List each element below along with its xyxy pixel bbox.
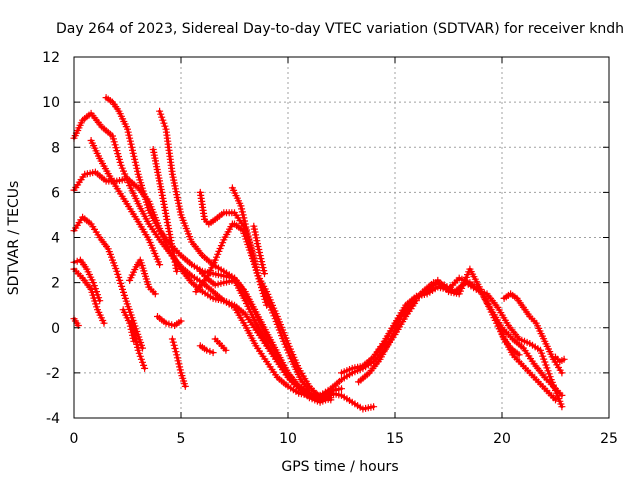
series-markers bbox=[196, 267, 420, 399]
x-tick-label: 20 bbox=[493, 431, 511, 447]
series-markers bbox=[196, 342, 217, 357]
y-tick-label: 4 bbox=[51, 231, 60, 247]
series-markers bbox=[500, 290, 566, 377]
plot-area bbox=[70, 94, 568, 413]
y-tick-label: 2 bbox=[51, 276, 60, 292]
series-markers bbox=[128, 317, 149, 372]
y-tick-label: 8 bbox=[51, 140, 60, 156]
grid bbox=[74, 57, 609, 418]
y-tick-label: -4 bbox=[46, 411, 60, 427]
y-tick-label: 0 bbox=[51, 321, 60, 337]
series-markers bbox=[355, 279, 566, 411]
series-track-14 bbox=[154, 313, 185, 329]
series-markers bbox=[192, 220, 236, 296]
y-tick-label: 6 bbox=[51, 185, 60, 201]
series-track-17 bbox=[196, 267, 420, 399]
series-track-21 bbox=[250, 222, 268, 278]
x-tick-label: 25 bbox=[600, 431, 618, 447]
series-line bbox=[198, 269, 418, 397]
series-track-20 bbox=[231, 220, 335, 404]
series-track-23 bbox=[211, 335, 230, 354]
series-track-10 bbox=[149, 146, 181, 275]
series-track-13 bbox=[128, 317, 149, 372]
series-markers bbox=[154, 313, 185, 329]
series-track-25 bbox=[355, 279, 566, 411]
series-markers bbox=[211, 335, 230, 354]
series-markers bbox=[168, 335, 189, 390]
x-axis-title: GPS time / hours bbox=[281, 459, 398, 475]
series-track-22 bbox=[196, 342, 217, 357]
series-markers bbox=[70, 168, 378, 413]
x-tick-label: 5 bbox=[177, 431, 186, 447]
y-tick-label: 10 bbox=[42, 95, 60, 111]
series-markers bbox=[126, 256, 159, 298]
series-track-11 bbox=[126, 256, 159, 298]
axis-tick-labels: 0 5 10 15 20 25 -4 -2 0 2 4 6 8 10 12 bbox=[42, 50, 618, 447]
axis-ticks bbox=[73, 56, 610, 419]
series-track-27 bbox=[500, 290, 566, 377]
series-track-3 bbox=[70, 213, 146, 352]
series-markers bbox=[149, 146, 181, 275]
series-track-28 bbox=[494, 319, 523, 359]
y-axis-title: SDTVAR / TECUs bbox=[6, 181, 22, 296]
chart-title: Day 264 of 2023, Sidereal Day-to-day VTE… bbox=[56, 21, 624, 37]
series-line bbox=[72, 170, 376, 411]
x-tick-label: 10 bbox=[279, 431, 297, 447]
series-markers bbox=[231, 220, 335, 404]
series-markers bbox=[494, 319, 523, 359]
y-tick-label: 12 bbox=[42, 50, 60, 66]
series-track-9 bbox=[87, 137, 164, 269]
series-line bbox=[72, 317, 80, 327]
series-track-29 bbox=[552, 353, 568, 366]
series-track-15 bbox=[168, 335, 189, 390]
series-track-6 bbox=[70, 315, 82, 329]
series-markers bbox=[552, 353, 568, 366]
series-track-2 bbox=[70, 168, 378, 413]
x-tick-label: 0 bbox=[70, 431, 79, 447]
y-tick-label: -2 bbox=[46, 366, 60, 382]
series-markers bbox=[87, 137, 164, 269]
series-track-18 bbox=[192, 220, 236, 296]
series-markers bbox=[250, 222, 268, 278]
x-tick-label: 15 bbox=[386, 431, 404, 447]
